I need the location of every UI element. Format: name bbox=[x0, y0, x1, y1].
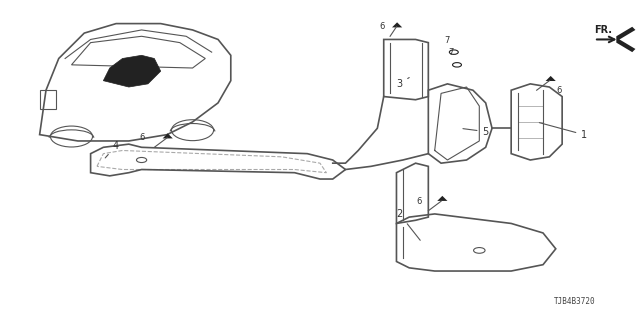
Text: 1: 1 bbox=[540, 123, 588, 140]
Text: 6: 6 bbox=[416, 197, 422, 206]
Text: 4: 4 bbox=[105, 141, 119, 158]
Polygon shape bbox=[616, 27, 636, 52]
Text: 7: 7 bbox=[448, 48, 453, 57]
Polygon shape bbox=[163, 133, 173, 139]
Text: 2: 2 bbox=[396, 209, 420, 240]
Text: 3: 3 bbox=[396, 77, 409, 89]
Text: 6: 6 bbox=[556, 86, 562, 95]
Polygon shape bbox=[103, 55, 161, 87]
Polygon shape bbox=[392, 22, 402, 28]
Polygon shape bbox=[545, 76, 556, 81]
Text: 7: 7 bbox=[445, 36, 450, 44]
Text: 6: 6 bbox=[139, 133, 144, 142]
Text: 6: 6 bbox=[379, 22, 385, 31]
Polygon shape bbox=[437, 196, 447, 201]
Text: FR.: FR. bbox=[594, 25, 612, 35]
Text: 5: 5 bbox=[463, 127, 489, 137]
Text: TJB4B3720: TJB4B3720 bbox=[554, 297, 596, 306]
